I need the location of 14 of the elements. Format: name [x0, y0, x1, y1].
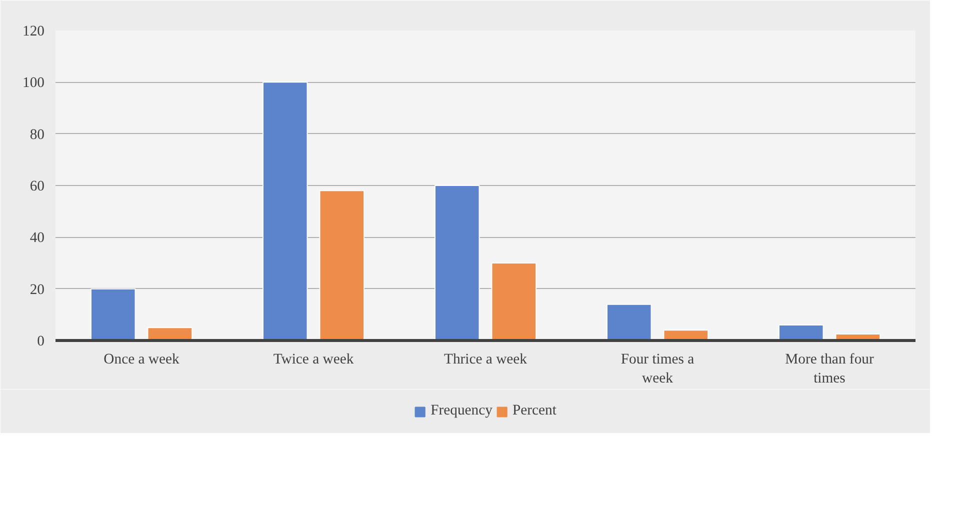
x-tick-label: More than four times	[785, 352, 874, 387]
legend-label: Frequency	[430, 402, 492, 420]
y-tick-label: 0	[37, 334, 44, 350]
y-tick-label: 120	[22, 24, 44, 40]
x-tick-label: Four times a week	[620, 352, 695, 387]
y-tick-label: 40	[30, 230, 44, 246]
y-tick-label: 60	[30, 178, 44, 194]
legend-label: Percent	[512, 402, 556, 420]
y-tick-label: 100	[22, 75, 44, 92]
y-tick-label: 80	[30, 126, 44, 143]
x-tick-label: Once a week	[104, 352, 180, 368]
x-tick-label: Thrice a week	[444, 352, 528, 368]
y-tick-label: 20	[30, 282, 44, 298]
x-tick-label: Twice a week	[273, 352, 354, 368]
